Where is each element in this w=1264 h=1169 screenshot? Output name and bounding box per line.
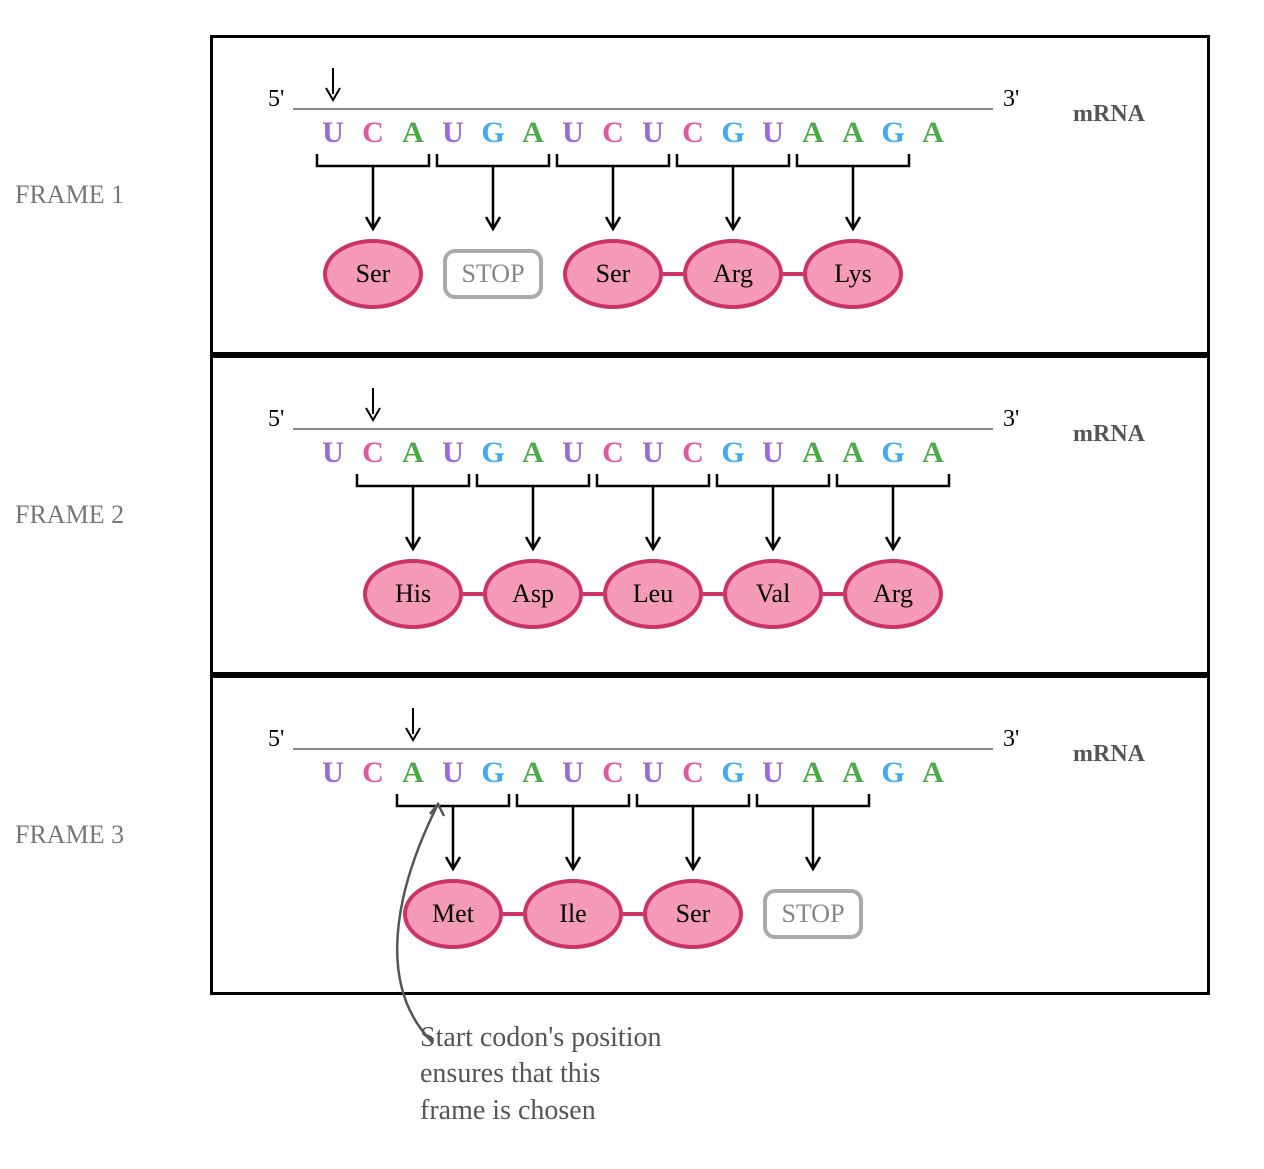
nucleotide: C — [593, 116, 633, 150]
mrna-line — [293, 748, 993, 750]
nucleotide: C — [673, 436, 713, 470]
frame-label: FRAME 2 — [15, 500, 124, 530]
frame-panel: 5'3'mRNAUCAUGAUCUCGUAAGAHisAspLeuValArg — [210, 355, 1210, 675]
nucleotide: A — [833, 436, 873, 470]
peptide-bond — [663, 272, 683, 276]
frame-label: FRAME 1 — [15, 180, 124, 210]
mrna-sequence: UCAUGAUCUCGUAAGA — [313, 436, 953, 470]
nucleotide: G — [473, 116, 513, 150]
peptide-bond — [703, 592, 723, 596]
nucleotide: C — [593, 436, 633, 470]
note-line: ensures that this — [420, 1056, 662, 1092]
amino-acid: Val — [723, 559, 823, 629]
nucleotide: A — [793, 116, 833, 150]
peptide-bond — [503, 912, 523, 916]
nucleotide: A — [793, 756, 833, 790]
nucleotide: C — [593, 756, 633, 790]
amino-acid: Arg — [843, 559, 943, 629]
nucleotide: C — [673, 116, 713, 150]
nucleotide: U — [433, 436, 473, 470]
nucleotide: A — [913, 116, 953, 150]
peptide-bond — [823, 592, 843, 596]
nucleotide: A — [513, 756, 553, 790]
amino-acid: Ile — [523, 879, 623, 949]
nucleotide: C — [353, 756, 393, 790]
amino-acid: Leu — [603, 559, 703, 629]
note-line: Start codon's position — [420, 1020, 662, 1056]
peptide-bond — [583, 592, 603, 596]
nucleotide: G — [873, 436, 913, 470]
nucleotide: U — [313, 116, 353, 150]
nucleotide: U — [633, 116, 673, 150]
mrna-line — [293, 428, 993, 430]
mrna-sequence: UCAUGAUCUCGUAAGA — [313, 116, 953, 150]
peptide-bond — [623, 912, 643, 916]
nucleotide: U — [753, 756, 793, 790]
frame-panel: 5'3'mRNAUCAUGAUCUCGUAAGASerSTOPSerArgLys — [210, 35, 1210, 355]
five-prime-label: 5' — [268, 726, 284, 753]
nucleotide: U — [633, 756, 673, 790]
nucleotide: U — [553, 116, 593, 150]
nucleotide: A — [833, 116, 873, 150]
peptide-bond — [463, 592, 483, 596]
five-prime-label: 5' — [268, 86, 284, 113]
nucleotide: U — [313, 756, 353, 790]
nucleotide: G — [713, 436, 753, 470]
five-prime-label: 5' — [268, 406, 284, 433]
nucleotide: C — [353, 116, 393, 150]
nucleotide: A — [393, 436, 433, 470]
mrna-label: mRNA — [1073, 741, 1145, 768]
nucleotide: G — [713, 116, 753, 150]
amino-acid: Arg — [683, 239, 783, 309]
amino-acid: Asp — [483, 559, 583, 629]
nucleotide: U — [753, 436, 793, 470]
nucleotide: A — [513, 116, 553, 150]
amino-acid: Lys — [803, 239, 903, 309]
mrna-label: mRNA — [1073, 421, 1145, 448]
start-codon-note: Start codon's positionensures that thisf… — [420, 1020, 662, 1129]
nucleotide: A — [913, 756, 953, 790]
three-prime-label: 3' — [1003, 406, 1019, 433]
amino-acid: His — [363, 559, 463, 629]
nucleotide: G — [873, 116, 913, 150]
nucleotide: A — [793, 436, 833, 470]
frame-label: FRAME 3 — [15, 820, 124, 850]
nucleotide: U — [313, 436, 353, 470]
peptide-bond — [783, 272, 803, 276]
amino-acid: Ser — [323, 239, 423, 309]
nucleotide: G — [873, 756, 913, 790]
nucleotide: A — [513, 436, 553, 470]
nucleotide: U — [753, 116, 793, 150]
nucleotide: C — [673, 756, 713, 790]
note-line: frame is chosen — [420, 1093, 662, 1129]
mrna-line — [293, 108, 993, 110]
nucleotide: A — [833, 756, 873, 790]
nucleotide: U — [633, 436, 673, 470]
amino-acid: Ser — [643, 879, 743, 949]
frame-panel: 5'3'mRNAUCAUGAUCUCGUAAGAMetIleSerSTOP — [210, 675, 1210, 995]
nucleotide: U — [553, 756, 593, 790]
nucleotide: G — [473, 436, 513, 470]
amino-acid: Ser — [563, 239, 663, 309]
nucleotide: A — [913, 436, 953, 470]
three-prime-label: 3' — [1003, 726, 1019, 753]
three-prime-label: 3' — [1003, 86, 1019, 113]
nucleotide: C — [353, 436, 393, 470]
nucleotide: U — [553, 436, 593, 470]
nucleotide: U — [433, 116, 473, 150]
mrna-label: mRNA — [1073, 101, 1145, 128]
nucleotide: G — [473, 756, 513, 790]
nucleotide: A — [393, 116, 433, 150]
stop-codon: STOP — [763, 889, 863, 939]
stop-codon: STOP — [443, 249, 543, 299]
nucleotide: G — [713, 756, 753, 790]
